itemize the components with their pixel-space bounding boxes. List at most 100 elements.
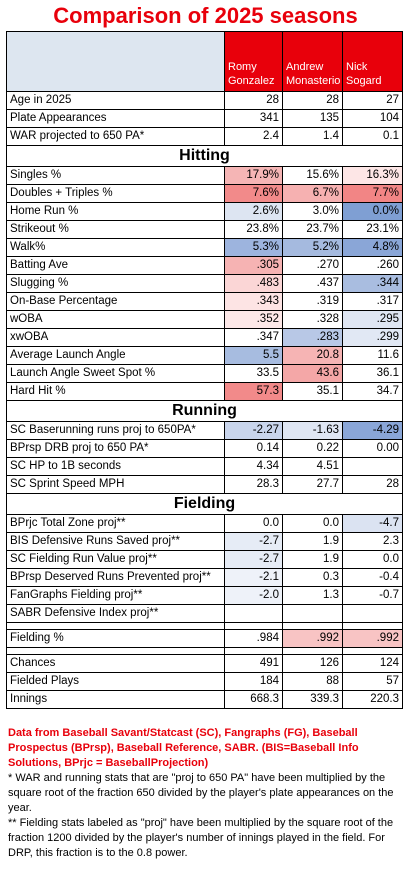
stat-row: Fielding % .984.992.992 xyxy=(6,629,403,648)
stat-value: .437 xyxy=(282,274,343,293)
stat-value: 1.9 xyxy=(282,550,343,569)
stat-value: 3.0% xyxy=(282,202,343,221)
stat-label: SC Baserunning runs proj to 650PA* xyxy=(6,421,225,440)
header-blank-cell xyxy=(6,31,225,92)
stat-value: .347 xyxy=(224,328,283,347)
spacer-cell xyxy=(224,647,283,655)
stat-label: Fielded Plays xyxy=(6,672,225,691)
stat-label: FanGraphs Fielding proj** xyxy=(6,586,225,605)
stat-value xyxy=(282,604,343,623)
stat-value: .984 xyxy=(224,629,283,648)
stat-label: WAR projected to 650 PA* xyxy=(6,127,225,146)
stat-value: 491 xyxy=(224,654,283,673)
stat-value: 339.3 xyxy=(282,690,343,709)
player-name-header: Romy Gonzalez xyxy=(224,31,283,92)
stat-label: BPrsp DRB proj to 650 PA* xyxy=(6,439,225,458)
stat-label: Strikeout % xyxy=(6,220,225,239)
stat-value: 5.5 xyxy=(224,346,283,365)
stat-row: SABR Defensive Index proj** xyxy=(6,604,403,623)
stat-row: BIS Defensive Runs Saved proj** -2.7 1.9 2.… xyxy=(6,532,403,551)
stat-label: SC Sprint Speed MPH xyxy=(6,475,225,494)
stat-value: 341 xyxy=(224,109,283,128)
source-note: Data from Baseball Savant/Statcast (SC),… xyxy=(8,727,359,769)
stat-label: Walk% xyxy=(6,238,225,257)
stat-value: -4.29 xyxy=(342,421,403,440)
stat-value: 11.6 xyxy=(342,346,403,365)
stat-label: BPrjc Total Zone proj** xyxy=(6,514,225,533)
stat-value: 27.7 xyxy=(282,475,343,494)
stat-value xyxy=(342,457,403,476)
stat-value: 0.0 xyxy=(282,514,343,533)
stat-value: 15.6% xyxy=(282,166,343,185)
stat-value: 184 xyxy=(224,672,283,691)
stat-value: 135 xyxy=(282,109,343,128)
stat-value: 23.7% xyxy=(282,220,343,239)
stat-value: 28 xyxy=(282,91,343,110)
stat-row: Age in 2025 28 28 27 xyxy=(6,91,403,110)
header-row: Romy Gonzalez Andrew Monasterio Nick Sogar… xyxy=(6,31,403,92)
stat-value: -2.7 xyxy=(224,550,283,569)
stat-label: Launch Angle Sweet Spot % xyxy=(6,364,225,383)
stat-row: wOBA .352.328.295 xyxy=(6,310,403,329)
stat-value: .343 xyxy=(224,292,283,311)
stat-value: 220.3 xyxy=(342,690,403,709)
stat-row: Walk% 5.3% 5.2% 4.8% xyxy=(6,238,403,257)
stat-value: 28 xyxy=(224,91,283,110)
stat-value: 126 xyxy=(282,654,343,673)
stat-label: Slugging % xyxy=(6,274,225,293)
stat-value: .283 xyxy=(282,328,343,347)
stat-row: BPrjc Total Zone proj** 0.0 0.0 -4.7 xyxy=(6,514,403,533)
stat-value: 20.8 xyxy=(282,346,343,365)
stat-value: 27 xyxy=(342,91,403,110)
footnote-fielding: ** Fielding stats labeled as "proj" have… xyxy=(8,817,394,859)
stat-value: 57 xyxy=(342,672,403,691)
stat-value: 35.1 xyxy=(282,382,343,401)
spacer-cell xyxy=(282,647,343,655)
stat-value: 28 xyxy=(342,475,403,494)
stat-row: Innings 668.3 339.3 220.3 xyxy=(6,690,403,709)
stat-value: 0.0 xyxy=(224,514,283,533)
stat-value: .317 xyxy=(342,292,403,311)
stat-label: SABR Defensive Index proj** xyxy=(6,604,225,623)
stat-label: On-Base Percentage xyxy=(6,292,225,311)
stat-label: Innings xyxy=(6,690,225,709)
stat-value: 2.4 xyxy=(224,127,283,146)
stat-row: xwOBA .347.283.299 xyxy=(6,328,403,347)
stat-value: .295 xyxy=(342,310,403,329)
spacer-cell xyxy=(342,647,403,655)
stats-table: Romy Gonzalez Andrew Monasterio Nick Sogar… xyxy=(6,31,403,709)
stat-value: .270 xyxy=(282,256,343,275)
stat-value: .992 xyxy=(342,629,403,648)
stat-value: 28.3 xyxy=(224,475,283,494)
section-heading: Hitting xyxy=(6,145,403,167)
stat-value: 6.7% xyxy=(282,184,343,203)
stats-table-body: Romy Gonzalez Andrew Monasterio Nick Sogar… xyxy=(6,31,403,709)
spacer-cell xyxy=(6,647,225,655)
stat-value: 0.0 xyxy=(342,550,403,569)
section-header-row: Hitting xyxy=(6,145,403,167)
stat-label: Age in 2025 xyxy=(6,91,225,110)
stat-value: 88 xyxy=(282,672,343,691)
stat-label: Batting Ave xyxy=(6,256,225,275)
stat-row: FanGraphs Fielding proj** -2.0 1.3 -0.7 xyxy=(6,586,403,605)
stat-row: On-Base Percentage .343.319.317 xyxy=(6,292,403,311)
stat-label: BPrsp Deserved Runs Prevented proj** xyxy=(6,568,225,587)
footnotes: Data from Baseball Savant/Statcast (SC),… xyxy=(8,726,406,861)
stat-value: 4.8% xyxy=(342,238,403,257)
spacer-row xyxy=(6,647,403,655)
stat-label: Fielding % xyxy=(6,629,225,648)
stat-value: 0.14 xyxy=(224,439,283,458)
stat-value: .328 xyxy=(282,310,343,329)
stat-value: 2.3 xyxy=(342,532,403,551)
spacer-row xyxy=(6,622,403,630)
spacer-cell xyxy=(224,622,283,630)
stat-row: Home Run % 2.6% 3.0% 0.0% xyxy=(6,202,403,221)
stat-value: .992 xyxy=(282,629,343,648)
stat-row: Plate Appearances 341 135 104 xyxy=(6,109,403,128)
stat-value: .483 xyxy=(224,274,283,293)
stat-value: 0.22 xyxy=(282,439,343,458)
stat-value: 0.3 xyxy=(282,568,343,587)
stat-value: 34.7 xyxy=(342,382,403,401)
stat-value: 7.6% xyxy=(224,184,283,203)
